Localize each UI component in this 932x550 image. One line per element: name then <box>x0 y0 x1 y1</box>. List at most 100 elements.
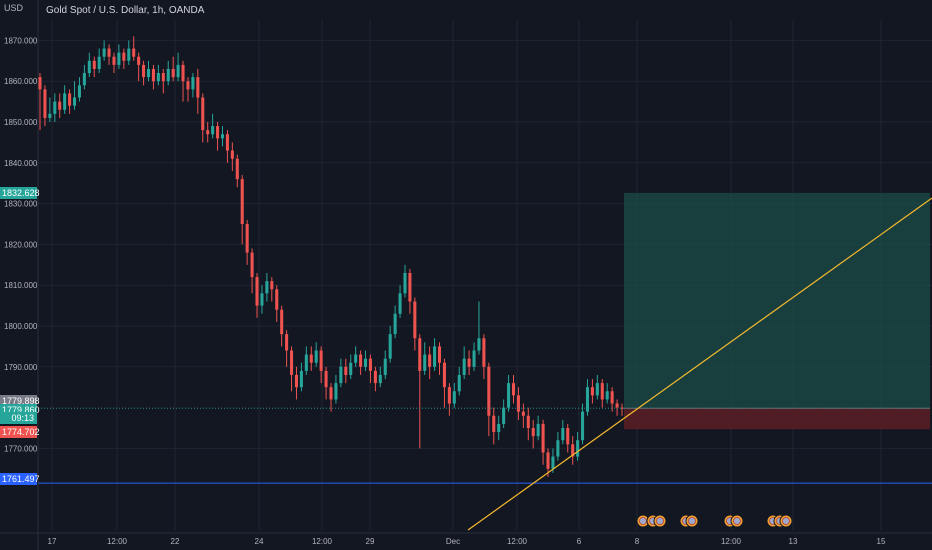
candle-body <box>477 338 481 351</box>
x-tick-label: 15 <box>877 537 886 546</box>
symbol-title[interactable]: Gold Spot / U.S. Dollar, 1h, OANDA <box>46 5 205 16</box>
candle <box>413 297 417 351</box>
economic-event-icon <box>730 514 744 528</box>
candle <box>196 68 200 114</box>
candle-body <box>146 68 151 78</box>
lines-layer <box>38 197 932 531</box>
candle <box>556 432 560 461</box>
candle-body <box>413 301 417 339</box>
candle-body <box>368 358 372 371</box>
candle-body <box>107 48 111 57</box>
candle <box>245 219 249 265</box>
x-tick-label: 12:00 <box>107 537 128 546</box>
candle <box>447 383 451 416</box>
candle <box>235 154 239 188</box>
candle-body <box>576 440 580 457</box>
candle-body <box>235 158 239 180</box>
candle <box>467 350 471 375</box>
candle <box>275 285 279 322</box>
candle-body <box>502 407 506 424</box>
x-tick-label: 17 <box>48 537 57 546</box>
candle <box>477 301 481 355</box>
candle <box>359 350 363 375</box>
candle-body <box>442 362 446 388</box>
candle <box>492 407 496 445</box>
support-price-tag: 1761.497 <box>0 473 40 485</box>
target-price-tag: 1832.628 <box>0 186 40 199</box>
candle <box>576 432 580 461</box>
candle-body <box>299 370 303 388</box>
x-tick-label: Dec <box>446 537 460 546</box>
candle-body <box>516 395 520 412</box>
candle-body <box>595 383 599 396</box>
candle-body <box>245 224 249 253</box>
candle <box>418 334 422 449</box>
candle-body <box>467 358 471 367</box>
bar-countdown: 09:13 <box>0 412 37 425</box>
candle-body <box>388 334 392 359</box>
candle-body <box>166 68 170 82</box>
candle-body <box>275 289 279 310</box>
last-close-price-tag: 1779.898 <box>0 395 40 408</box>
economic-event-icon <box>653 514 667 528</box>
candle <box>82 64 86 90</box>
candle <box>127 40 131 65</box>
candle <box>314 342 318 367</box>
candle <box>319 346 323 384</box>
y-tick-label: 1800.000 <box>4 322 38 331</box>
candle <box>462 346 466 380</box>
position-tool <box>624 192 930 430</box>
candle <box>156 64 160 86</box>
candle-body <box>551 456 555 469</box>
candle <box>497 415 501 441</box>
candle-body <box>181 64 185 82</box>
candle-body <box>344 366 348 375</box>
candle-body <box>571 444 575 457</box>
candle <box>38 73 42 131</box>
candle <box>171 56 175 82</box>
profit-zone <box>624 192 930 409</box>
candle <box>423 342 427 375</box>
candle-body <box>122 52 126 61</box>
candle-body <box>418 338 422 371</box>
candle-body <box>482 338 486 367</box>
candle-body <box>610 391 614 404</box>
candle-body <box>319 350 323 371</box>
candle-body <box>43 89 47 118</box>
candle-body <box>82 73 86 86</box>
candle <box>368 354 372 384</box>
candle-body <box>58 101 62 110</box>
candle-body <box>561 428 565 441</box>
candle <box>48 97 52 122</box>
candle <box>260 285 264 314</box>
candle <box>615 399 619 416</box>
x-tick-label: 12:00 <box>312 537 333 546</box>
candle-body <box>472 350 476 367</box>
candle <box>526 407 530 441</box>
candle-body <box>334 383 338 400</box>
candle-body <box>428 354 432 367</box>
candle <box>102 40 106 61</box>
candle-body <box>492 415 496 433</box>
candle-body <box>211 126 215 135</box>
events-layer <box>636 514 793 528</box>
candle-body <box>447 387 451 404</box>
candle <box>334 374 338 404</box>
candle-body <box>536 423 540 437</box>
candle <box>270 277 274 302</box>
y-tick-label: 1850.000 <box>4 118 38 127</box>
candle <box>191 73 195 98</box>
candle <box>452 383 456 408</box>
y-tick-label: 1830.000 <box>4 200 38 209</box>
candle-body <box>196 77 200 98</box>
candle <box>255 272 259 318</box>
candle-body <box>566 428 570 445</box>
trendline <box>467 197 932 531</box>
y-tick-label: 1770.000 <box>4 444 38 453</box>
candle <box>329 383 333 412</box>
candle <box>403 264 407 298</box>
candle <box>211 113 215 139</box>
